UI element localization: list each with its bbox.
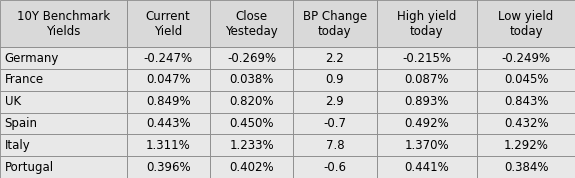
Bar xyxy=(477,134,575,156)
Bar xyxy=(126,156,210,178)
Bar xyxy=(210,134,293,156)
Bar xyxy=(126,113,210,134)
Bar xyxy=(477,47,575,69)
Bar xyxy=(126,0,210,47)
Bar xyxy=(477,0,575,47)
Bar xyxy=(126,134,210,156)
Text: 10Y Benchmark
Yields: 10Y Benchmark Yields xyxy=(17,10,110,38)
Text: 0.047%: 0.047% xyxy=(146,74,190,87)
Text: 0.087%: 0.087% xyxy=(405,74,449,87)
Bar xyxy=(377,0,477,47)
Bar xyxy=(377,156,477,178)
Text: 0.045%: 0.045% xyxy=(504,74,549,87)
Text: 0.038%: 0.038% xyxy=(229,74,274,87)
Bar xyxy=(0,0,126,47)
Text: Italy: Italy xyxy=(5,139,30,152)
Text: Portugal: Portugal xyxy=(5,161,53,174)
Text: 0.492%: 0.492% xyxy=(405,117,449,130)
Bar xyxy=(293,156,377,178)
Text: 0.893%: 0.893% xyxy=(405,95,449,108)
Bar xyxy=(377,134,477,156)
Text: 1.292%: 1.292% xyxy=(504,139,549,152)
Bar xyxy=(0,113,126,134)
Text: -0.269%: -0.269% xyxy=(227,52,276,65)
Text: -0.249%: -0.249% xyxy=(501,52,551,65)
Text: 0.432%: 0.432% xyxy=(504,117,549,130)
Text: 0.843%: 0.843% xyxy=(504,95,549,108)
Bar xyxy=(293,134,377,156)
Bar xyxy=(293,69,377,91)
Text: Current
Yield: Current Yield xyxy=(146,10,190,38)
Bar xyxy=(210,91,293,113)
Bar xyxy=(210,113,293,134)
Bar xyxy=(293,113,377,134)
Text: France: France xyxy=(5,74,44,87)
Text: Germany: Germany xyxy=(5,52,59,65)
Bar xyxy=(0,47,126,69)
Text: -0.247%: -0.247% xyxy=(144,52,193,65)
Text: 0.450%: 0.450% xyxy=(229,117,274,130)
Text: UK: UK xyxy=(5,95,21,108)
Text: 2.2: 2.2 xyxy=(325,52,344,65)
Text: Close
Yesteday: Close Yesteday xyxy=(225,10,278,38)
Text: 0.9: 0.9 xyxy=(325,74,344,87)
Bar xyxy=(377,91,477,113)
Text: 1.311%: 1.311% xyxy=(146,139,190,152)
Bar xyxy=(210,69,293,91)
Bar xyxy=(210,47,293,69)
Text: 0.441%: 0.441% xyxy=(405,161,449,174)
Text: 7.8: 7.8 xyxy=(325,139,344,152)
Text: High yield
today: High yield today xyxy=(397,10,457,38)
Text: Spain: Spain xyxy=(5,117,37,130)
Bar xyxy=(126,69,210,91)
Text: -0.6: -0.6 xyxy=(323,161,346,174)
Bar xyxy=(377,47,477,69)
Bar xyxy=(477,69,575,91)
Bar xyxy=(293,91,377,113)
Text: 0.396%: 0.396% xyxy=(146,161,190,174)
Text: 1.233%: 1.233% xyxy=(229,139,274,152)
Text: -0.7: -0.7 xyxy=(323,117,346,130)
Bar xyxy=(126,91,210,113)
Bar xyxy=(210,156,293,178)
Bar xyxy=(0,156,126,178)
Bar xyxy=(0,134,126,156)
Bar xyxy=(477,91,575,113)
Text: 0.820%: 0.820% xyxy=(229,95,274,108)
Text: 0.384%: 0.384% xyxy=(504,161,549,174)
Bar xyxy=(377,113,477,134)
Text: BP Change
today: BP Change today xyxy=(303,10,367,38)
Bar xyxy=(293,0,377,47)
Text: 0.443%: 0.443% xyxy=(146,117,190,130)
Bar xyxy=(126,47,210,69)
Text: 0.402%: 0.402% xyxy=(229,161,274,174)
Bar xyxy=(0,91,126,113)
Bar xyxy=(477,113,575,134)
Text: 1.370%: 1.370% xyxy=(405,139,449,152)
Text: 0.849%: 0.849% xyxy=(146,95,190,108)
Bar xyxy=(293,47,377,69)
Bar xyxy=(377,69,477,91)
Bar xyxy=(210,0,293,47)
Text: 2.9: 2.9 xyxy=(325,95,344,108)
Text: -0.215%: -0.215% xyxy=(402,52,451,65)
Bar xyxy=(477,156,575,178)
Bar xyxy=(0,69,126,91)
Text: Low yield
today: Low yield today xyxy=(499,10,554,38)
